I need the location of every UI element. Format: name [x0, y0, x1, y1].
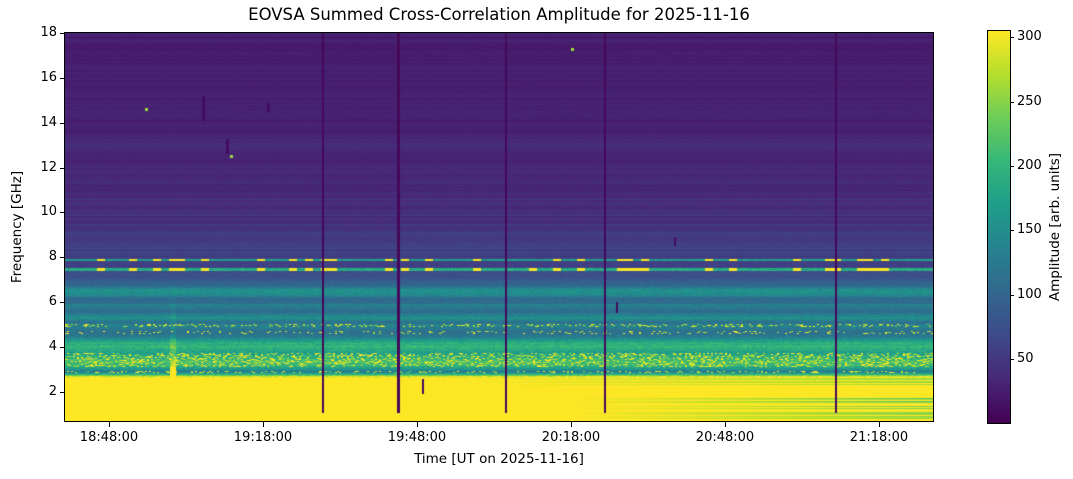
x-tick-label: 19:48:00	[387, 430, 447, 445]
y-tick-label: 12	[40, 160, 57, 175]
y-axis-label: Frequency [GHz]	[9, 170, 25, 284]
colorbar-tick-mark	[1010, 359, 1014, 360]
spectrogram-heatmap	[65, 33, 933, 421]
plot-title: EOVSA Summed Cross-Correlation Amplitude…	[248, 5, 750, 24]
y-tick-mark	[60, 212, 65, 213]
y-tick-mark	[60, 168, 65, 169]
x-tick-label: 20:48:00	[695, 430, 755, 445]
y-tick-label: 2	[48, 384, 57, 399]
y-tick-label: 4	[48, 339, 57, 354]
colorbar-tick-label: 100	[1017, 287, 1042, 302]
y-tick-label: 8	[48, 249, 57, 264]
colorbar	[988, 31, 1010, 423]
x-tick-mark	[263, 422, 264, 427]
colorbar-tick-mark	[1010, 37, 1014, 38]
y-tick-mark	[60, 347, 65, 348]
y-tick-label: 16	[40, 70, 57, 85]
x-tick-mark	[725, 422, 726, 427]
y-tick-mark	[60, 302, 65, 303]
x-axis-label: Time [UT on 2025-11-16]	[414, 451, 584, 467]
y-tick-label: 10	[40, 204, 57, 219]
colorbar-tick-mark	[1010, 166, 1014, 167]
x-tick-label: 20:18:00	[541, 430, 601, 445]
y-tick-mark	[60, 123, 65, 124]
x-tick-mark	[879, 422, 880, 427]
colorbar-axis-label: Amplitude [arb. units]	[1047, 152, 1063, 302]
x-tick-mark	[417, 422, 418, 427]
x-tick-label: 18:48:00	[79, 430, 139, 445]
y-tick-mark	[60, 78, 65, 79]
y-tick-label: 6	[48, 294, 57, 309]
y-tick-mark	[60, 33, 65, 34]
colorbar-tick-mark	[1010, 230, 1014, 231]
x-tick-mark	[109, 422, 110, 427]
colorbar-tick-label: 250	[1017, 94, 1042, 109]
colorbar-tick-label: 150	[1017, 222, 1042, 237]
colorbar-tick-mark	[1010, 295, 1014, 296]
y-tick-mark	[60, 257, 65, 258]
colorbar-tick-mark	[1010, 102, 1014, 103]
x-tick-label: 19:18:00	[233, 430, 293, 445]
colorbar-frame	[987, 30, 1011, 424]
y-tick-label: 18	[40, 25, 57, 40]
colorbar-tick-label: 300	[1017, 29, 1042, 44]
colorbar-tick-label: 200	[1017, 158, 1042, 173]
y-tick-label: 14	[40, 115, 57, 130]
x-tick-mark	[571, 422, 572, 427]
colorbar-tick-label: 50	[1017, 351, 1034, 366]
x-tick-label: 21:18:00	[849, 430, 909, 445]
y-tick-mark	[60, 392, 65, 393]
